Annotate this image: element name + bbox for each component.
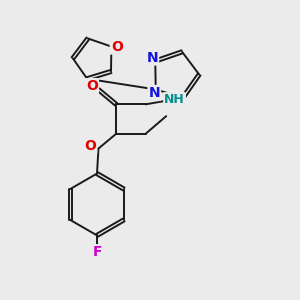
Text: O: O — [86, 79, 98, 93]
Text: N: N — [148, 86, 160, 100]
Text: NH: NH — [164, 93, 185, 106]
Text: F: F — [92, 245, 102, 259]
Text: O: O — [84, 139, 96, 153]
Text: N: N — [146, 50, 158, 64]
Text: O: O — [111, 40, 123, 54]
